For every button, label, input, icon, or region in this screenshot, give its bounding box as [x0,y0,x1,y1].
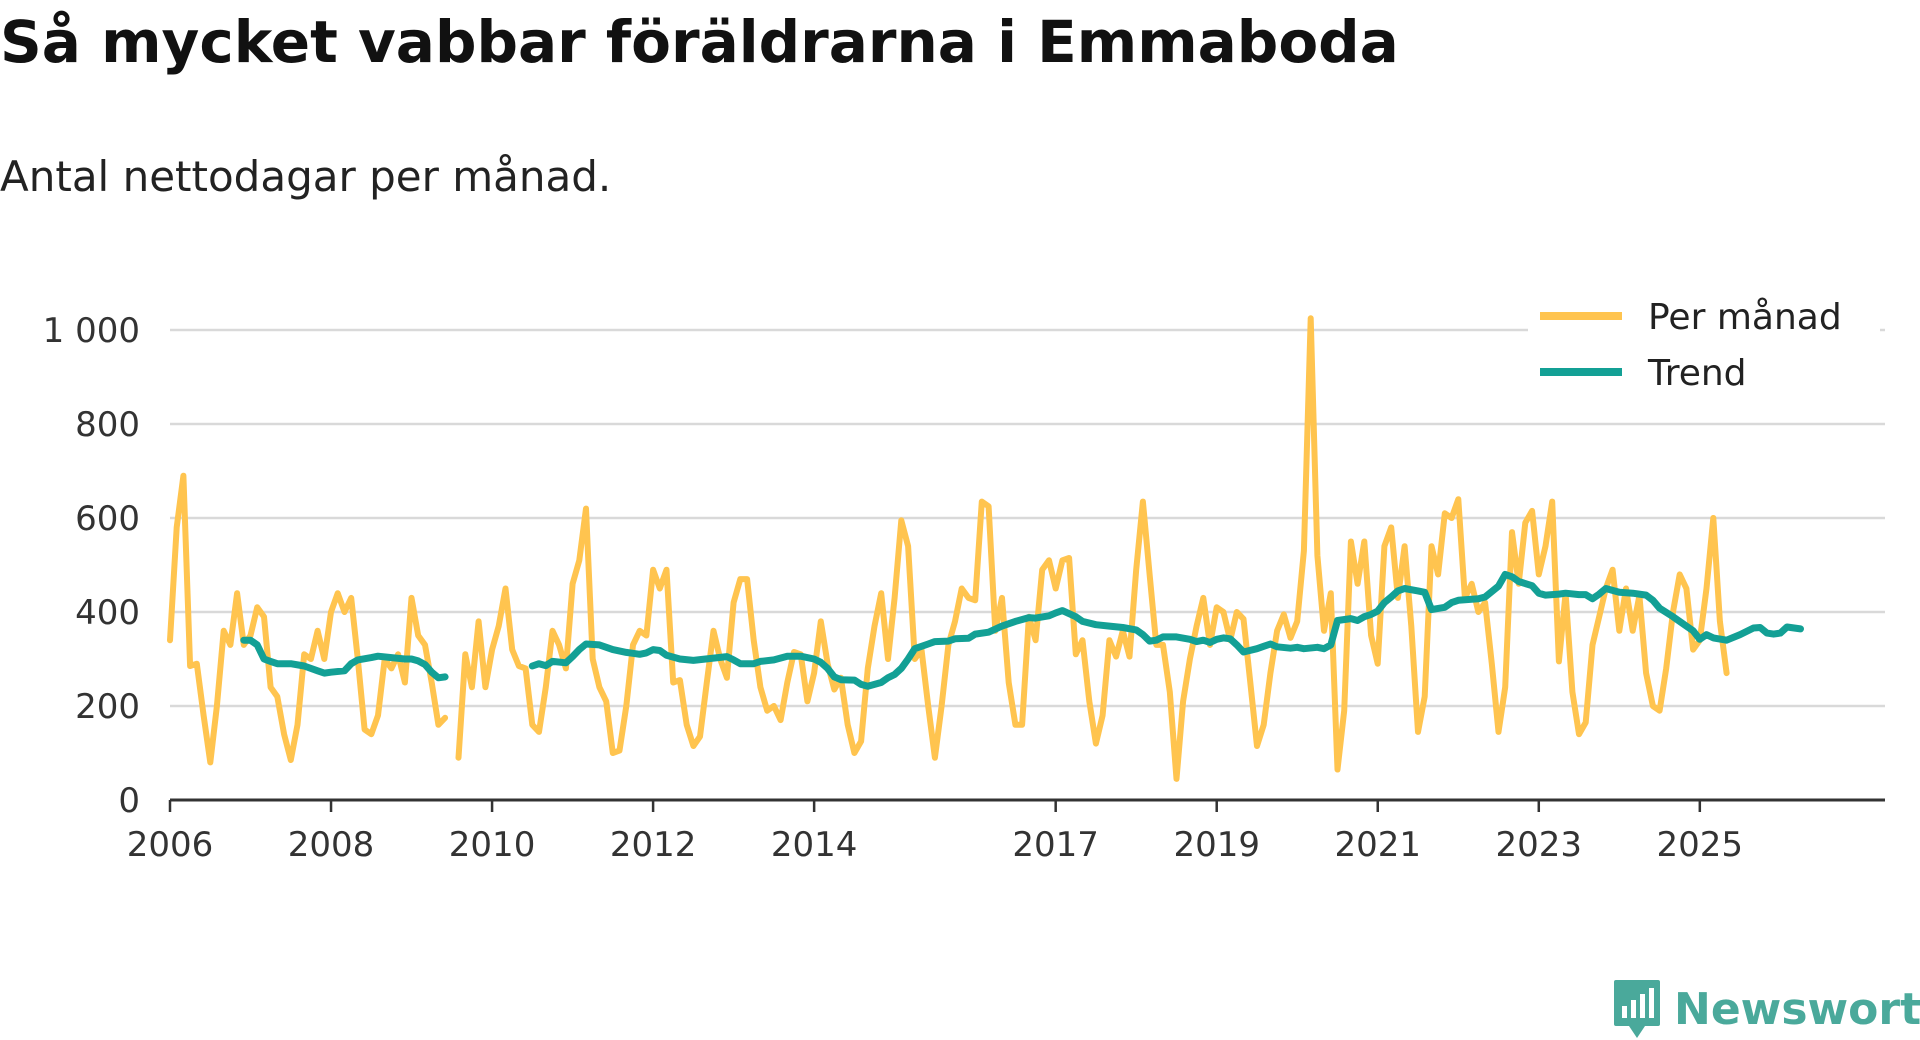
y-tick-label: 200 [75,687,140,727]
x-axis: 2006 2008 2010 2012 2014 2017 2019 2021 2023 2025 [127,798,1885,865]
x-tick-label: 2023 [1496,825,1583,865]
y-tick-label: 600 [75,499,140,539]
y-tick-label: 1 000 [43,311,140,351]
y-tick-label: 800 [75,405,140,445]
x-tick-label: 2014 [771,825,858,865]
x-tick-label: 2006 [127,825,214,865]
chart-title: Så mycket vabbar föräldrarna i Emmaboda [0,8,1399,76]
x-tick-label: 2025 [1657,825,1744,865]
chart-subtitle: Antal nettodagar per månad. [0,152,612,201]
x-tick-label: 2021 [1334,825,1421,865]
x-tick-label: 2012 [610,825,697,865]
y-tick-label: 0 [118,781,140,821]
legend[interactable]: Per månad Trend [1528,288,1880,406]
y-tick-label: 400 [75,593,140,633]
legend-background [1528,288,1880,406]
brand-logo: Newsworthy [1612,978,1920,1040]
series-trend-line [240,570,1804,690]
x-tick-label: 2008 [288,825,375,865]
y-axis-ticks: 0 200 400 600 800 1 000 [43,311,140,821]
x-tick-label: 2017 [1012,825,1099,865]
series-layer [167,315,1804,782]
legend-label-per-manad[interactable]: Per månad [1648,297,1842,338]
x-tick-label: 2010 [449,825,536,865]
legend-label-trend[interactable]: Trend [1647,353,1747,394]
newsworthy-logo-icon [1614,980,1660,1038]
x-tick-label: 2019 [1173,825,1260,865]
series-per-manad-line [167,315,1730,782]
brand-name: Newsworthy [1674,983,1920,1035]
